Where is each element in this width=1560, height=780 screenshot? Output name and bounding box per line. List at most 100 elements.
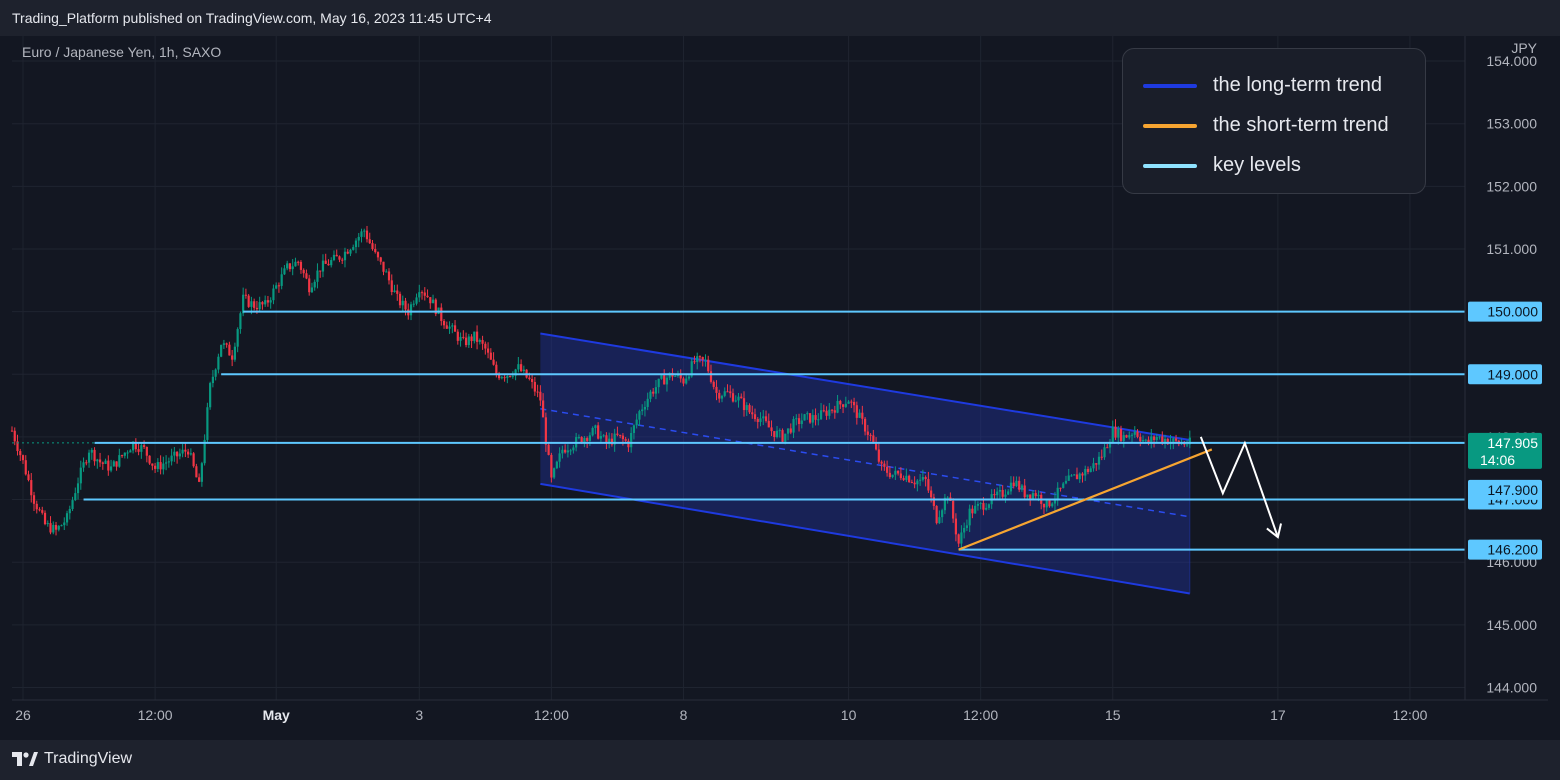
candle-body <box>985 507 988 510</box>
candle-body <box>954 518 957 535</box>
candle-body <box>178 453 181 457</box>
axes: 154.000 153.000 152.000 151.000 150.000 149.0… <box>12 36 1560 740</box>
chart-area[interactable]: 154.000 153.000 152.000 151.000 150.000 149.0… <box>0 36 1560 740</box>
candle-body <box>542 400 545 418</box>
candle-body <box>272 288 275 301</box>
candle-body <box>418 292 421 298</box>
candle-body <box>153 465 157 469</box>
candle-body <box>690 361 693 377</box>
legend-label: key levels <box>1213 154 1301 176</box>
candle-body <box>1084 469 1087 476</box>
candle-body <box>57 526 60 530</box>
candle-body <box>1188 437 1191 445</box>
level-price-label: 146.200 <box>1487 542 1538 558</box>
candle-body <box>1136 431 1139 437</box>
candle-body <box>514 369 517 376</box>
candle-body <box>181 449 184 454</box>
projection <box>1199 436 1283 539</box>
candle-body <box>187 451 190 455</box>
candle-body <box>390 280 393 293</box>
candle-body <box>701 357 704 360</box>
candle-body <box>847 401 850 404</box>
candle-body <box>520 364 523 372</box>
candle-body <box>297 261 300 263</box>
candle-body <box>1097 456 1101 465</box>
candle-body <box>319 270 322 272</box>
candle-body <box>910 482 913 484</box>
candle-body <box>393 290 396 293</box>
candle-body <box>580 437 583 443</box>
candle-body <box>657 378 660 388</box>
candle-body <box>145 446 148 456</box>
candle-body <box>156 462 159 469</box>
candle-body <box>65 513 69 523</box>
countdown-label: 14:06 <box>1480 452 1515 468</box>
candle-body <box>1012 482 1015 487</box>
price-chart[interactable]: 154.000 153.000 152.000 151.000 150.000 149.0… <box>0 36 1560 740</box>
candle-body <box>822 410 825 412</box>
candle-body <box>404 300 407 310</box>
candle-body <box>927 479 930 491</box>
candle-body <box>536 391 539 393</box>
candle-body <box>1031 493 1035 499</box>
candle-body <box>1108 442 1112 448</box>
candle-body <box>134 441 137 450</box>
candle-body <box>553 468 556 478</box>
candle-body <box>880 461 883 464</box>
candle-body <box>1026 494 1029 498</box>
candle-body <box>266 300 270 303</box>
candle-body <box>60 525 63 527</box>
candle-body <box>1056 487 1059 499</box>
tradingview-logo[interactable]: TradingView <box>12 750 132 768</box>
candle-body <box>396 290 399 294</box>
candle-body <box>327 263 330 266</box>
candle-body <box>484 343 487 349</box>
candle-body <box>863 418 867 432</box>
candle-body <box>107 460 110 471</box>
candle-body <box>24 460 27 475</box>
candle-body <box>54 524 58 530</box>
candle-body <box>38 509 41 511</box>
candle-body <box>1015 480 1018 487</box>
candle-body <box>698 356 702 358</box>
legend-swatch <box>1143 163 1197 168</box>
candle-body <box>112 461 115 467</box>
publish-info: Trading_Platform published on TradingVie… <box>12 10 492 26</box>
candle-body <box>723 391 726 396</box>
candle-body <box>786 428 790 434</box>
candle-body <box>517 364 520 370</box>
projection-arrowhead <box>1266 523 1283 539</box>
candle-body <box>90 449 93 453</box>
candle-body <box>550 454 553 478</box>
legend-item-long-term: the long-term trend <box>1143 74 1382 97</box>
candle-body <box>877 449 880 462</box>
extra-price-label: 147.900 <box>1487 482 1538 498</box>
candle-body <box>1144 439 1147 441</box>
candle-body <box>19 451 22 456</box>
candle-body <box>341 259 344 261</box>
candle-body <box>440 307 443 321</box>
candle-body <box>236 329 239 347</box>
projection-path <box>1199 436 1279 538</box>
candle-body <box>255 307 259 310</box>
channel-lower <box>540 482 1190 595</box>
y-tick-label: 144.000 <box>1486 679 1537 695</box>
candle-body <box>696 356 699 363</box>
candle-body <box>495 364 498 375</box>
candle-body <box>539 391 542 401</box>
candle-body <box>280 274 283 286</box>
candle-body <box>363 230 366 232</box>
candle-body <box>1037 494 1040 497</box>
candle-body <box>594 425 597 428</box>
candle-body <box>415 297 418 304</box>
candle-body <box>1161 436 1164 443</box>
symbol-label: Euro / Japanese Yen, 1h, SAXO <box>22 44 221 60</box>
candle-body <box>597 425 600 439</box>
candle-body <box>1064 480 1068 484</box>
candle-body <box>905 475 908 480</box>
candle-body <box>220 344 223 357</box>
candle-body <box>294 261 297 267</box>
legend-swatch <box>1143 123 1197 128</box>
candle-body <box>1130 434 1134 436</box>
candle-body <box>1163 439 1167 443</box>
